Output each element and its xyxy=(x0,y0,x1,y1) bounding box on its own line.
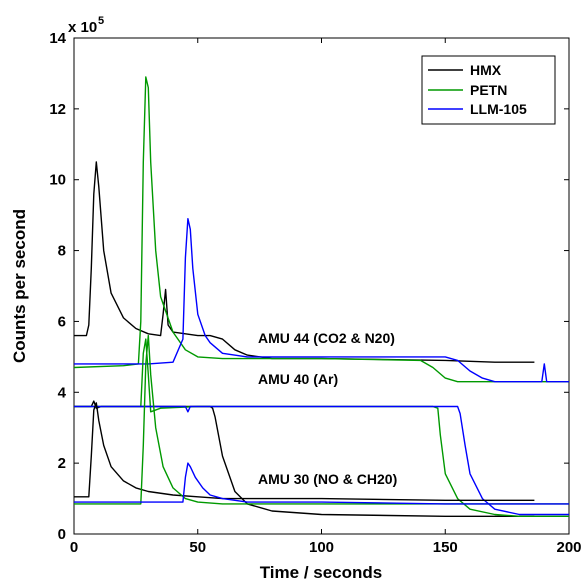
y-multiplier-exponent: 5 xyxy=(98,15,104,27)
series-line-petn-amu30 xyxy=(74,334,569,505)
legend: HMX PETN LLM-105 xyxy=(421,55,556,125)
x-tick-label: 100 xyxy=(309,539,334,556)
legend-label-llm105: LLM-105 xyxy=(470,101,527,117)
y-tick-label: 10 xyxy=(49,172,66,189)
ticks-layer: 0 50 100 150 200 0 2 4 6 8 10 12 14 xyxy=(49,30,581,556)
x-axis-label: Time / seconds xyxy=(260,563,383,582)
y-axis-label: Counts per second xyxy=(10,209,29,363)
y-tick-label: 2 xyxy=(58,455,66,472)
y-tick-label: 0 xyxy=(58,526,66,543)
y-tick-label: 6 xyxy=(58,313,66,330)
series-line-llm105-amu44 xyxy=(74,217,569,383)
y-tick-label: 8 xyxy=(58,243,66,260)
x-tick-label: 50 xyxy=(189,539,206,556)
annotation-amu40: AMU 40 (Ar) xyxy=(258,371,338,387)
y-multiplier-label: x 10 xyxy=(68,19,97,36)
series-line-hmx-amu30 xyxy=(74,402,535,501)
x-tick-label: 200 xyxy=(556,539,581,556)
y-tick-label: 4 xyxy=(58,384,67,401)
series-line-llm105-amu30 xyxy=(74,462,569,505)
y-tick-label: 14 xyxy=(49,30,66,47)
annotation-amu30: AMU 30 (NO & CH20) xyxy=(258,471,397,487)
legend-label-hmx: HMX xyxy=(470,62,502,78)
x-tick-label: 150 xyxy=(433,539,458,556)
annotation-amu44: AMU 44 (CO2 & N20) xyxy=(258,330,395,346)
series-line-petn-amu44 xyxy=(73,76,569,383)
series-layer xyxy=(73,76,569,517)
series-line-llm105-amu40 xyxy=(74,405,569,516)
x-tick-label: 0 xyxy=(70,539,78,556)
y-tick-label: 12 xyxy=(49,101,66,118)
legend-label-petn: PETN xyxy=(470,82,507,98)
